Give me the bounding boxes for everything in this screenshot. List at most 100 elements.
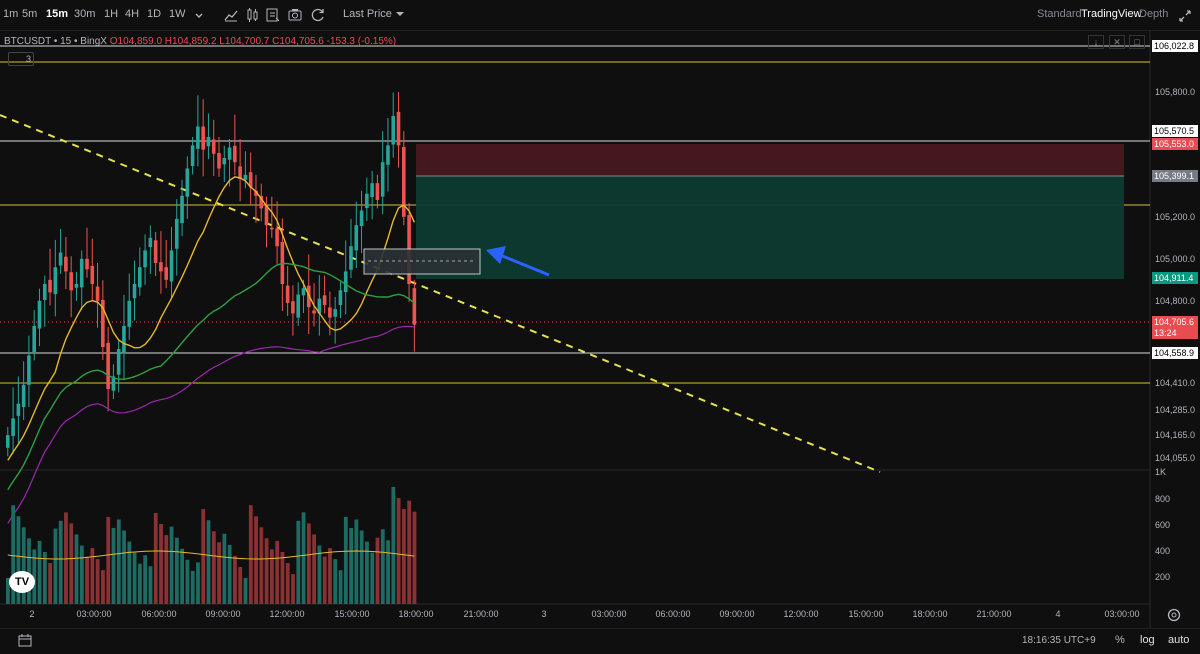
- stop-loss-label: 105,553.0: [1152, 138, 1198, 150]
- volume-bar: [248, 505, 253, 604]
- candle-body: [359, 210, 364, 227]
- volume-bar: [296, 520, 301, 604]
- time-tick: 12:00:00: [783, 609, 819, 619]
- volume-bar: [153, 513, 158, 604]
- volume-tick: 800: [1155, 494, 1171, 504]
- candle-body: [296, 294, 300, 318]
- volume-bar: [359, 530, 364, 604]
- timeframe-1h[interactable]: 1H: [104, 8, 119, 20]
- clock-timezone[interactable]: 18:16:35 UTC+9: [1022, 635, 1096, 646]
- price-source-dropdown[interactable]: Last Price: [343, 8, 405, 20]
- volume-bar: [217, 542, 221, 604]
- candle-body: [58, 252, 63, 266]
- chevron-down-icon[interactable]: [190, 7, 208, 25]
- candle-body: [153, 240, 158, 263]
- volume-tick: 1K: [1155, 467, 1167, 477]
- volume-bar: [333, 559, 338, 604]
- timeframe-30m[interactable]: 30m: [74, 8, 96, 20]
- view-depth[interactable]: Depth: [1139, 8, 1169, 20]
- replay-icon[interactable]: [309, 6, 327, 24]
- candles-icon[interactable]: [222, 6, 240, 24]
- candle-body: [48, 279, 52, 293]
- timeframe-4h[interactable]: 4H: [125, 8, 140, 20]
- volume-bar: [169, 526, 174, 604]
- volume-bar: [37, 540, 42, 604]
- volume-bar: [365, 541, 369, 604]
- volume-bar: [58, 520, 63, 604]
- candle-body: [333, 309, 337, 317]
- date-range-icon[interactable]: [16, 631, 34, 649]
- volume-bar: [159, 524, 163, 604]
- candle-body: [386, 145, 390, 165]
- log-toggle[interactable]: log: [1140, 634, 1155, 646]
- candle-body: [248, 172, 253, 188]
- volume-bar: [69, 523, 74, 604]
- indicators-icon[interactable]: [244, 6, 262, 24]
- symbol-label[interactable]: BTCUSDT • 15 • BingX: [4, 36, 107, 47]
- timeframe-1m[interactable]: 1m: [3, 8, 19, 20]
- volume-bar: [402, 509, 406, 604]
- volume-bar: [375, 537, 380, 604]
- volume-bar: [21, 527, 26, 604]
- candle-body: [16, 403, 21, 416]
- volume-bar: [254, 516, 258, 604]
- candle-body: [264, 205, 269, 226]
- candle-body: [74, 284, 79, 288]
- volume-bar: [122, 530, 126, 604]
- maximize-pane-icon[interactable]: □: [1129, 35, 1145, 49]
- volume-bar: [90, 548, 95, 604]
- indicators-toggle[interactable]: 3: [8, 52, 34, 66]
- volume-bar: [16, 516, 21, 604]
- timeframe-5m[interactable]: 5m: [22, 8, 38, 20]
- candle-body: [85, 258, 89, 270]
- indicators-count: 3: [25, 54, 31, 64]
- volume-bar: [206, 520, 211, 604]
- candle-body: [111, 376, 116, 391]
- volume-bar: [48, 563, 53, 604]
- volume-bar: [164, 535, 169, 604]
- volume-bar: [111, 527, 116, 604]
- candle-body: [174, 218, 179, 249]
- volume-bar: [380, 529, 385, 604]
- candle-body: [396, 111, 401, 146]
- candle-body: [217, 152, 221, 169]
- time-tick: 18:00:00: [398, 609, 434, 619]
- tradingview-logo: TV: [9, 571, 35, 593]
- candle-body: [169, 250, 174, 282]
- candle-body: [227, 147, 232, 160]
- candle-body: [127, 300, 132, 327]
- view-tradingview[interactable]: TradingView: [1081, 8, 1142, 20]
- time-tick: 21:00:00: [976, 609, 1012, 619]
- timeframe-15m[interactable]: 15m: [46, 8, 69, 20]
- candle-body: [243, 174, 248, 180]
- price-chart[interactable]: [0, 30, 1200, 628]
- volume-tick: 400: [1155, 546, 1171, 556]
- screenshot-icon[interactable]: [286, 6, 304, 24]
- candle-body: [365, 193, 369, 208]
- expand-icon[interactable]: [1176, 7, 1194, 25]
- compare-icon[interactable]: [264, 6, 282, 24]
- price-label-top: 106,022.8: [1152, 40, 1198, 52]
- candle-body: [42, 284, 47, 300]
- collapse-icon[interactable]: ✕: [1109, 35, 1125, 49]
- candle-body: [190, 145, 195, 166]
- volume-bar: [127, 541, 132, 604]
- candle-body: [370, 183, 374, 198]
- candle-body: [64, 256, 68, 272]
- price-tick: 105,800.0: [1155, 87, 1196, 97]
- volume-bar: [338, 570, 343, 604]
- settings-gear-icon[interactable]: [1165, 606, 1183, 624]
- time-tick: 03:00:00: [76, 609, 112, 619]
- timeframe-1d[interactable]: 1D: [147, 8, 162, 20]
- candle-body: [37, 300, 42, 329]
- candle-body: [259, 195, 264, 209]
- move-down-icon[interactable]: ↓: [1088, 35, 1104, 49]
- ma-mid-line: [7, 262, 415, 491]
- percent-toggle[interactable]: %: [1115, 634, 1125, 646]
- current-price-label: 104,705.6: [1152, 316, 1198, 328]
- view-standard[interactable]: Standard: [1037, 8, 1082, 20]
- auto-toggle[interactable]: auto: [1168, 634, 1190, 646]
- volume-bar: [196, 562, 200, 604]
- timeframe-1w[interactable]: 1W: [169, 8, 186, 20]
- volume-bar: [138, 563, 142, 604]
